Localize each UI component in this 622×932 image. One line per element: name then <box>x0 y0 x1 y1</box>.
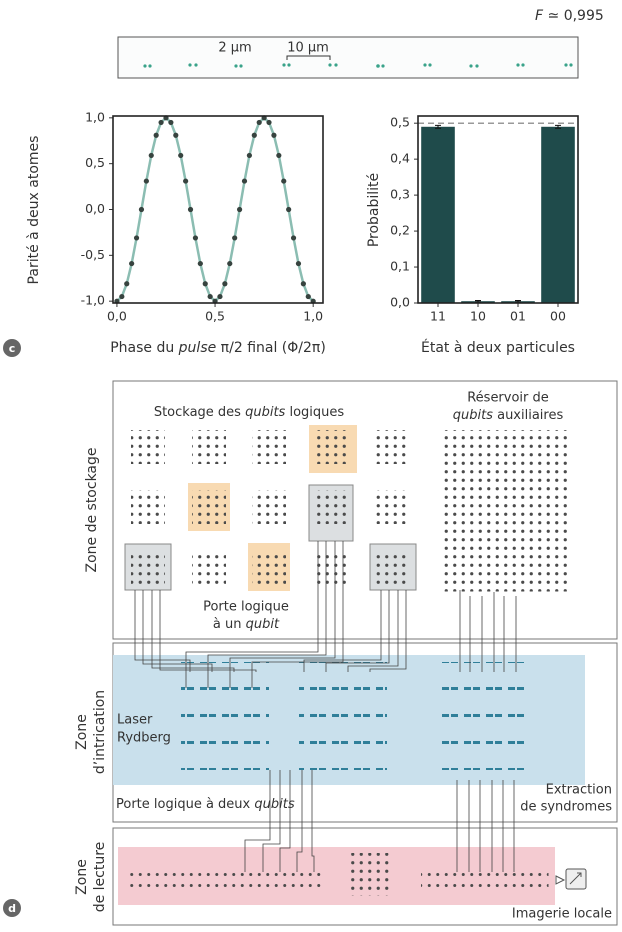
label: Extraction <box>546 783 612 798</box>
data-point <box>306 294 311 299</box>
data-point <box>198 261 203 266</box>
data-point <box>252 133 257 138</box>
camera-icon <box>566 869 586 889</box>
y-axis-label: Parité à deux atomes <box>26 136 42 285</box>
y-tick-label: -0,5 <box>81 247 105 262</box>
y-tick-label: 0,4 <box>390 151 410 166</box>
x-tick-label: 01 <box>510 309 526 324</box>
atom-image <box>118 37 578 78</box>
zone-label: Zone <box>74 714 90 750</box>
y-tick-label: -1,0 <box>81 293 105 308</box>
data-point <box>222 281 227 286</box>
x-tick-label: 1,0 <box>303 309 323 324</box>
data-point <box>286 207 291 212</box>
data-point <box>154 133 159 138</box>
entangle-sites <box>181 662 527 770</box>
y-tick-label: 0,0 <box>85 201 105 216</box>
detector-arrow <box>556 876 564 884</box>
label: Rydberg <box>117 731 171 746</box>
data-point <box>129 261 134 266</box>
zone-label: de lecture <box>92 842 108 913</box>
data-point <box>158 120 163 125</box>
y-axis-label: Probabilité <box>366 173 382 247</box>
data-point <box>281 178 286 183</box>
y-tick-label: 0,5 <box>85 155 105 170</box>
data-point <box>178 153 183 158</box>
data-point <box>139 207 144 212</box>
data-point <box>149 153 154 158</box>
data-point <box>124 281 129 286</box>
data-point <box>242 178 247 183</box>
y-tick-label: 0,1 <box>390 259 410 274</box>
label: Réservoir de <box>467 391 549 406</box>
x-tick-label: 0,5 <box>205 309 225 324</box>
label: qubits auxiliaires <box>453 408 564 423</box>
label: Porte logique à deux qubits <box>116 797 295 812</box>
data-point <box>217 294 222 299</box>
label: Stockage des qubits logiques <box>154 405 345 420</box>
scale-large: 10 μm <box>287 41 329 56</box>
fidelity: F ≃ 0,995 <box>535 8 604 24</box>
data-point <box>237 207 242 212</box>
data-point <box>257 120 262 125</box>
y-tick-label: 0,2 <box>390 223 410 238</box>
data-point <box>168 120 173 125</box>
x-tick-label: 10 <box>470 309 486 324</box>
data-point <box>193 235 198 240</box>
label: à un qubit <box>213 617 280 632</box>
x-tick-label: 0,0 <box>107 309 127 324</box>
data-point <box>266 120 271 125</box>
data-point <box>144 178 149 183</box>
zone-label: Zone de stockage <box>84 447 100 572</box>
y-tick-label: 0,0 <box>390 295 410 310</box>
x-axis-label: Phase du pulse π/2 final (Φ/2π) <box>110 340 326 356</box>
x-axis-label: État à deux particules <box>421 339 575 356</box>
bar <box>541 127 575 303</box>
y-tick-label: 1,0 <box>85 109 105 124</box>
label: Porte logique <box>203 600 289 615</box>
data-point <box>208 294 213 299</box>
y-tick-label: 0,5 <box>390 115 410 130</box>
zone-label: d’intrication <box>92 690 108 774</box>
data-point <box>203 281 208 286</box>
data-point <box>301 281 306 286</box>
data-point <box>227 261 232 266</box>
data-point <box>247 153 252 158</box>
label: Imagerie locale <box>512 907 612 922</box>
figure: F ≃ 0,995 2 μm 10 μm c d Parité à deux a… <box>0 0 622 932</box>
diagram: Stockage des qubits logiques Réservoir d… <box>74 381 617 925</box>
x-tick-label: 00 <box>550 309 566 324</box>
plot-frame <box>113 116 323 303</box>
bar <box>421 127 455 303</box>
panel-label: d <box>8 902 16 915</box>
y-tick-label: 0,3 <box>390 187 410 202</box>
scale-small: 2 μm <box>218 41 251 56</box>
data-point <box>134 235 139 240</box>
data-point <box>119 294 124 299</box>
data-point <box>173 133 178 138</box>
error-bar <box>515 300 521 301</box>
fit-line <box>117 118 313 301</box>
panel-label: c <box>9 342 16 355</box>
x-tick-label: 11 <box>430 309 446 324</box>
zone-label: Zone <box>74 859 90 895</box>
data-point <box>271 133 276 138</box>
error-bar <box>475 300 481 301</box>
label: de syndromes <box>520 800 612 815</box>
data-point <box>232 235 237 240</box>
data-point <box>183 178 188 183</box>
data-point <box>291 235 296 240</box>
data-point <box>296 261 301 266</box>
label: Laser <box>117 713 153 728</box>
data-point <box>276 153 281 158</box>
data-point <box>188 207 193 212</box>
